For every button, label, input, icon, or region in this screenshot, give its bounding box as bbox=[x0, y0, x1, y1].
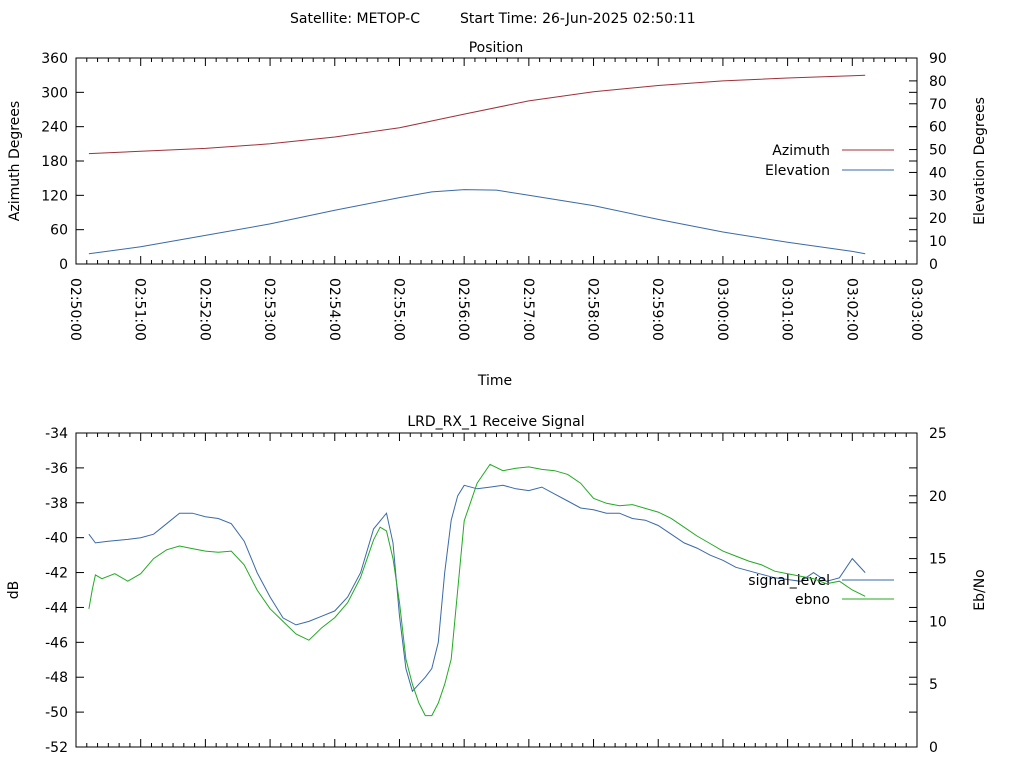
signal-legend-label: ebno bbox=[795, 592, 830, 608]
position-y2-tick-label: 40 bbox=[929, 165, 947, 181]
signal-y2-tick-label: 15 bbox=[929, 552, 947, 568]
signal-series-signal-level bbox=[88, 484, 866, 693]
signal-chart: LRD_RX_1 Receive Signal dB Eb/No -52 -50 -… bbox=[6, 414, 988, 756]
position-y-tick-label: 360 bbox=[41, 51, 68, 67]
signal-y2-axis-label: Eb/No bbox=[972, 569, 988, 611]
signal-y-tick-label: -36 bbox=[45, 461, 68, 477]
signal-y-tick-label: -38 bbox=[45, 496, 68, 512]
signal-y-tick-label: -52 bbox=[45, 740, 68, 756]
position-x-tick-label: 02:59:00 bbox=[649, 278, 665, 341]
signal-y2-tick-label: 20 bbox=[929, 489, 947, 505]
position-y-tick-label: 60 bbox=[50, 223, 68, 239]
position-x-tick-label: 02:56:00 bbox=[455, 278, 471, 341]
satellite-label: Satellite: METOP-C bbox=[290, 11, 420, 27]
position-x-tick-label: 02:52:00 bbox=[196, 278, 212, 341]
position-y-tick-label: 240 bbox=[41, 120, 68, 136]
signal-y-tick-label: -48 bbox=[45, 670, 68, 686]
signal-y2-tick-label: 0 bbox=[929, 740, 938, 756]
position-x-tick-label: 03:02:00 bbox=[843, 278, 859, 341]
signal-y-tick-label: -44 bbox=[45, 600, 68, 616]
position-x-tick-label: 02:58:00 bbox=[585, 278, 601, 341]
position-y2-tick-label: 30 bbox=[929, 188, 947, 204]
position-y2-tick-label: 70 bbox=[929, 97, 947, 113]
signal-y-tick-label: -42 bbox=[45, 566, 68, 582]
signal-y-tick-label: -46 bbox=[45, 635, 68, 651]
signal-y2-tick-label: 25 bbox=[929, 426, 947, 442]
position-series-Azimuth bbox=[88, 74, 866, 155]
position-chart: Position Time Azimuth Degrees Elevation … bbox=[7, 40, 988, 389]
position-plot-frame bbox=[75, 57, 918, 265]
signal-y-tick-label: -34 bbox=[45, 426, 68, 442]
signal-y-tick-label: -50 bbox=[45, 705, 68, 721]
position-y2-axis-label: Elevation Degrees bbox=[972, 97, 988, 225]
position-y2-tick-label: 60 bbox=[929, 120, 947, 136]
signal-y-tick-label: -40 bbox=[45, 531, 68, 547]
position-y2-tick-label: 0 bbox=[929, 257, 938, 273]
position-y-axis-label: Azimuth Degrees bbox=[7, 101, 23, 221]
position-x-tick-label: 02:53:00 bbox=[261, 278, 277, 341]
position-chart-title: Position bbox=[469, 40, 524, 56]
position-x-tick-label: 03:03:00 bbox=[908, 278, 924, 341]
signal-y2-tick-label: 5 bbox=[929, 677, 938, 693]
position-x-tick-label: 02:50:00 bbox=[67, 278, 83, 341]
signal-chart-title: LRD_RX_1 Receive Signal bbox=[407, 414, 584, 430]
position-legend-label: Azimuth bbox=[772, 143, 830, 159]
signal-y-axis-label: dB bbox=[6, 581, 22, 600]
position-y-tick-label: 0 bbox=[59, 257, 68, 273]
position-legend-label: Elevation bbox=[765, 163, 830, 179]
position-x-tick-label: 03:00:00 bbox=[714, 278, 730, 341]
position-y-tick-label: 300 bbox=[41, 85, 68, 101]
start-time-label: Start Time: 26-Jun-2025 02:50:11 bbox=[460, 11, 696, 27]
position-x-tick-label: 02:57:00 bbox=[520, 278, 536, 341]
position-x-tick-label: 02:55:00 bbox=[390, 278, 406, 341]
position-x-tick-label: 03:01:00 bbox=[779, 278, 795, 341]
position-x-tick-label: 02:51:00 bbox=[132, 278, 148, 341]
signal-y2-tick-label: 10 bbox=[929, 614, 947, 630]
position-y-tick-label: 120 bbox=[41, 188, 68, 204]
signal-plot-frame bbox=[75, 432, 918, 748]
position-y2-tick-label: 20 bbox=[929, 211, 947, 227]
position-y-tick-label: 180 bbox=[41, 154, 68, 170]
position-x-axis-label: Time bbox=[477, 373, 512, 389]
position-y2-tick-label: 10 bbox=[929, 234, 947, 250]
position-y2-tick-label: 80 bbox=[929, 74, 947, 90]
position-x-tick-label: 02:54:00 bbox=[326, 278, 342, 341]
position-series-Elevation bbox=[88, 189, 866, 255]
signal-series-ebno bbox=[88, 463, 866, 717]
signal-legend-label: signal_level bbox=[748, 573, 830, 589]
position-y2-tick-label: 90 bbox=[929, 51, 947, 67]
position-y2-tick-label: 50 bbox=[929, 143, 947, 159]
